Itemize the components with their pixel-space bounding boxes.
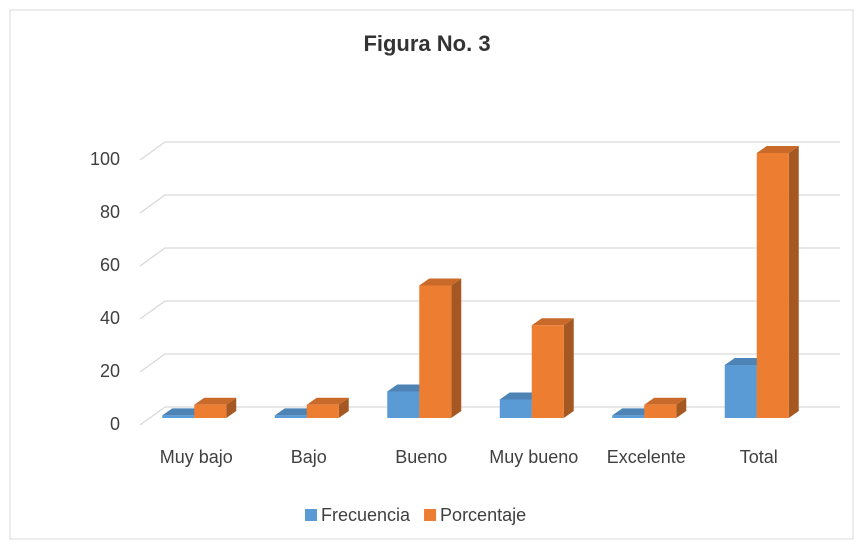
bar-top (194, 397, 237, 405)
y-tick-label: 60 (100, 255, 120, 275)
x-tick-label: Muy bueno (489, 447, 578, 467)
y-tick-label: 80 (100, 202, 120, 222)
bar (499, 399, 532, 418)
bar-top (306, 397, 349, 405)
bar (724, 365, 757, 418)
bar-top (724, 358, 767, 365)
legend-swatch (424, 509, 437, 521)
x-tick-label: Bajo (291, 447, 327, 467)
grid-line (139, 247, 840, 267)
bar (194, 404, 227, 418)
x-tick-label: Bueno (395, 447, 447, 467)
chart-border (9, 9, 854, 540)
bar-top (531, 318, 574, 326)
bar-top (162, 408, 205, 416)
bar-side (676, 397, 687, 418)
bar-side (563, 318, 574, 418)
x-tick-label: Muy bajo (160, 447, 233, 467)
y-tick-label: 100 (90, 149, 120, 169)
bar-side (338, 397, 349, 418)
x-tick-label: Excelente (607, 447, 686, 467)
bar (387, 391, 420, 418)
bar (531, 325, 564, 418)
legend-label: Porcentaje (440, 505, 526, 525)
grid-line (139, 141, 840, 161)
grid-line (139, 194, 840, 214)
bar-top (612, 408, 655, 416)
grid-line (139, 406, 840, 426)
legend-label: Frecuencia (321, 505, 411, 525)
bar-side (451, 278, 462, 418)
bar-top (644, 397, 687, 405)
grid-line (139, 300, 840, 320)
bar-side (226, 397, 237, 418)
bar (419, 285, 452, 418)
bar-top (387, 384, 430, 392)
bar-top (756, 146, 799, 153)
y-tick-label: 40 (100, 308, 120, 328)
bar (274, 415, 307, 418)
y-tick-label: 20 (100, 361, 120, 381)
bar-top (419, 278, 462, 286)
legend-swatch (305, 509, 317, 521)
bar (162, 415, 195, 418)
bar-side (788, 146, 799, 418)
grid-line (139, 353, 840, 373)
y-tick-label: 0 (110, 414, 120, 434)
bar (306, 404, 339, 418)
x-tick-label: Total (740, 447, 778, 467)
bar-top (274, 408, 317, 416)
bar-top (499, 392, 542, 400)
bar (644, 404, 677, 418)
bar (612, 415, 645, 418)
bar (756, 153, 789, 418)
chart-title: Figura No. 3 (363, 31, 490, 56)
